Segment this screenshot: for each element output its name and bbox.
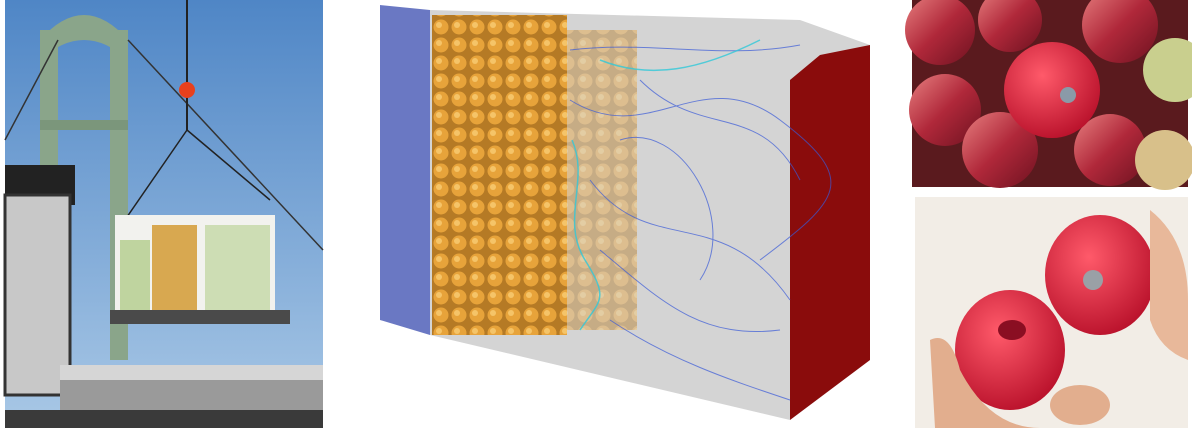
photo-pallet-lift [5,0,323,428]
photo-instrumented-apple [915,197,1188,428]
page [0,0,1192,428]
cfd-simulation [375,0,875,428]
figure [0,0,1192,428]
photo-apples [905,0,1192,190]
